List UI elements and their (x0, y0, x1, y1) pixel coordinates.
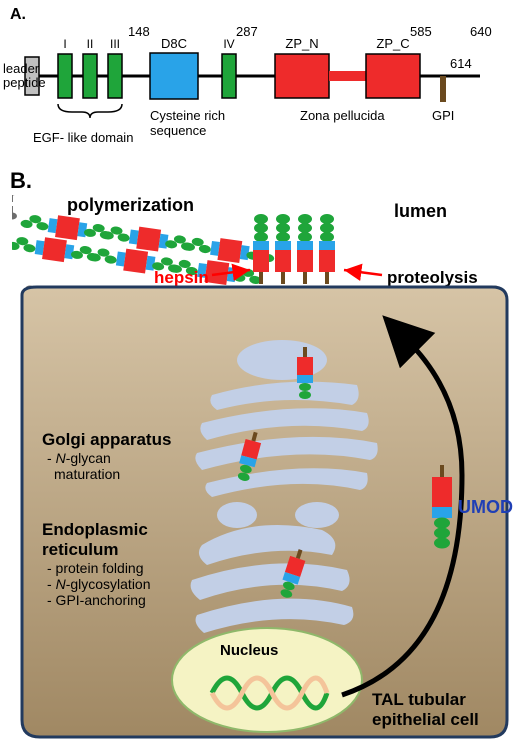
er-bullet-2: - N-glycosylation (47, 576, 151, 592)
pos-585: 585 (410, 26, 432, 39)
egf-box-3 (108, 54, 122, 98)
egf-caption: EGF- like domain (33, 130, 133, 145)
egf-roman-1: I (63, 37, 66, 51)
zpn-label-above: ZP_N (285, 36, 318, 51)
hepsin-arrow-right (344, 270, 382, 275)
zpc-box (366, 54, 420, 98)
anchored-umod-group (253, 214, 335, 284)
hepsin-label: hepsin (154, 268, 209, 287)
zpc-label-above: ZP_C (376, 36, 409, 51)
egf-brace (58, 104, 122, 118)
golgi-bullet-1: - N-glycan (47, 450, 111, 466)
zpn-box (275, 54, 329, 98)
pos-148: 148 (128, 26, 150, 39)
tal-label-2: epithelial cell (372, 710, 479, 729)
leader-peptide-label: leader peptide (3, 62, 46, 90)
gpi-caption: GPI (432, 108, 454, 123)
panel-a-letter: A. (10, 6, 26, 24)
er-label-1: Endoplasmic (42, 520, 148, 539)
d8c-box (150, 53, 198, 99)
egf-roman-2: II (87, 37, 94, 51)
proteolysis-label: proteolysis (387, 268, 478, 287)
d8c-caption: Cysteine rich sequence (150, 108, 225, 138)
zp-connector (329, 71, 366, 81)
golgi-label: Golgi apparatus (42, 430, 171, 449)
gpi-box (440, 76, 446, 102)
panel-b-diagram: polymerization lumen (12, 195, 517, 745)
panel-a-diagram: I II III 148 D8C IV 287 ZP_N ZP_C 585 61… (10, 26, 505, 176)
umod-legend-label: UMOD (458, 497, 513, 517)
d8c-label-above: D8C (161, 36, 187, 51)
pos-640: 640 (470, 26, 492, 39)
er-label-2: reticulum (42, 540, 119, 559)
er-bullet-3: - GPI-anchoring (47, 592, 146, 608)
polymerization-label: polymerization (67, 195, 194, 215)
panel-b-letter: B. (10, 168, 32, 194)
tal-label-1: TAL tubular (372, 690, 466, 709)
nucleus-label: Nucleus (220, 642, 278, 659)
gpi-pos: 614 (450, 56, 472, 71)
endoplasmic-reticulum (191, 525, 354, 633)
pos-287: 287 (236, 26, 258, 39)
golgi-bullet-2: maturation (54, 466, 120, 482)
egf-box-4 (222, 54, 236, 98)
zp-caption: Zona pellucida (300, 108, 385, 123)
egf-roman-4: IV (223, 37, 234, 51)
lumen-label: lumen (394, 201, 447, 221)
er-bullet-1: - protein folding (47, 560, 144, 576)
egf-roman-3: III (110, 37, 120, 51)
egf-box-2 (83, 54, 97, 98)
egf-box-1 (58, 54, 72, 98)
apical-membrane (12, 195, 17, 220)
